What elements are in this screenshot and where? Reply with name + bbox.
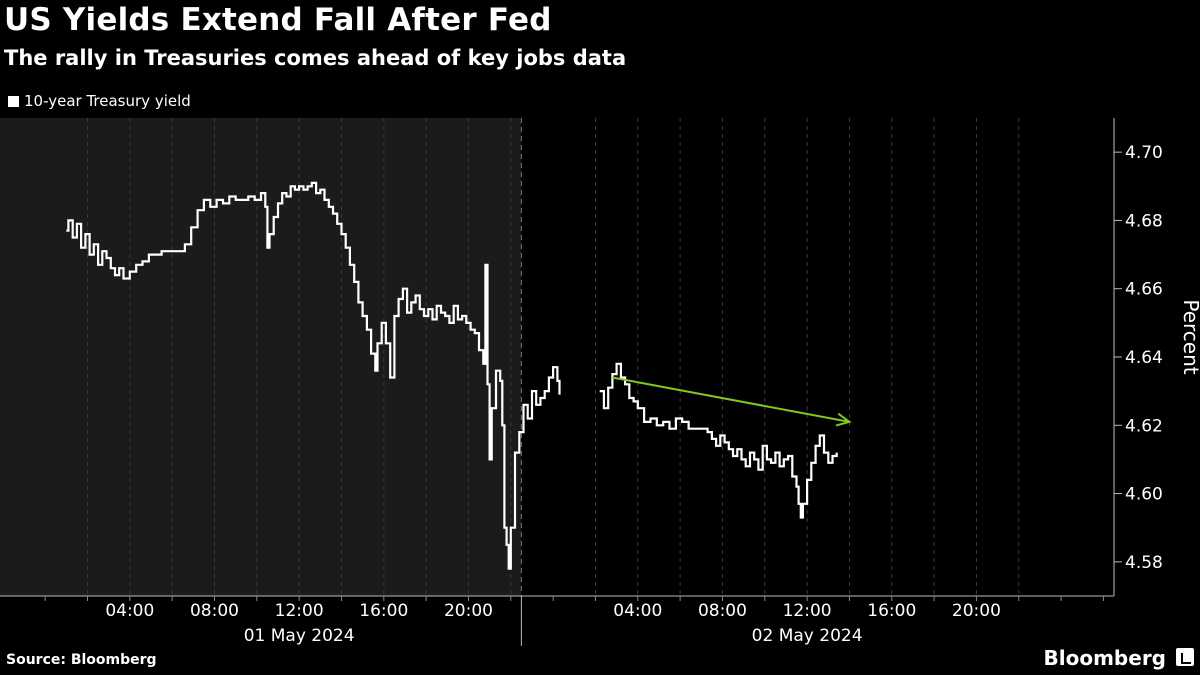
- x-tick-label: 08:00: [698, 601, 747, 621]
- x-date-label: 02 May 2024: [752, 626, 863, 646]
- y-tick-label: 4.70: [1125, 143, 1163, 163]
- axes: 4.58 4.60 4.62 4.64 4.66 4.68 4.70 04:00 08:00 12…: [0, 118, 1163, 646]
- y-tick-label: 4.68: [1125, 211, 1163, 231]
- legend-label: 10-year Treasury yield: [24, 92, 191, 110]
- brand-logo-text: Bloomberg: [1043, 646, 1166, 670]
- source-note: Source: Bloomberg: [6, 652, 157, 668]
- x-tick-label: 08:00: [190, 601, 239, 621]
- x-tick-label: 12:00: [275, 601, 324, 621]
- y-tick-label: 4.62: [1125, 416, 1163, 436]
- y-tick-label: 4.58: [1125, 553, 1163, 573]
- y-tick-label: 4.64: [1125, 348, 1163, 368]
- trend-arrow-head: [835, 412, 852, 427]
- x-tick-label: 20:00: [952, 601, 1001, 621]
- chart-title: US Yields Extend Fall After Fed: [4, 2, 552, 38]
- x-tick-label: 16:00: [359, 601, 408, 621]
- series-group: [66, 181, 838, 570]
- trend-arrow-line: [612, 376, 850, 423]
- x-tick-label: 04:00: [613, 601, 662, 621]
- y-axis-title: Percent: [1179, 299, 1200, 374]
- x-tick-label: 04:00: [105, 601, 154, 621]
- y-tick-label: 4.60: [1125, 485, 1163, 505]
- series-line-10y-yield: [66, 181, 561, 570]
- x-tick-label: 12:00: [783, 601, 832, 621]
- legend-swatch: [8, 95, 19, 107]
- x-tick-label: 20:00: [444, 601, 493, 621]
- shaded-region-01-may: [0, 118, 522, 596]
- legend: 10-year Treasury yield: [8, 92, 191, 110]
- series-line-10y-yield: [599, 362, 838, 519]
- grid-lines: [86, 118, 1020, 596]
- x-date-label: 01 May 2024: [244, 626, 355, 646]
- y-tick-label: 4.66: [1125, 280, 1163, 300]
- annotations: [612, 376, 852, 427]
- bloomberg-chart-icon: [1176, 648, 1194, 666]
- x-tick-label: 16:00: [867, 601, 916, 621]
- chart-subtitle: The rally in Treasuries comes ahead of k…: [4, 46, 627, 70]
